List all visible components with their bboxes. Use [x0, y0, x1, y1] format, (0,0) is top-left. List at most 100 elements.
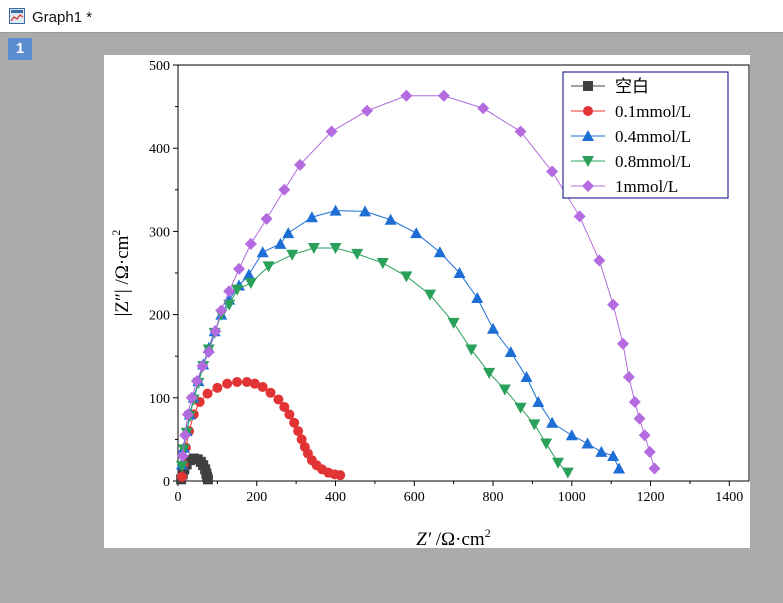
data-point	[643, 445, 656, 458]
y-tick-label: 0	[163, 475, 170, 490]
data-point	[465, 344, 478, 356]
data-point	[329, 204, 342, 216]
data-point	[581, 437, 594, 449]
data-point	[483, 367, 496, 379]
nyquist-plot: 0 200 400 600 800 1000 1200 1400 0 100 200 300 400 50…	[109, 59, 750, 550]
data-point	[265, 387, 276, 398]
window-titlebar: Graph1 *	[0, 0, 783, 33]
data-point	[616, 337, 629, 350]
x-tick-label: 1000	[558, 490, 586, 505]
y-tick-label: 500	[149, 59, 170, 74]
data-point	[477, 102, 490, 115]
data-point	[262, 261, 275, 273]
x-axis-title: Z′ /Ω·cm2	[416, 526, 490, 548]
data-point	[273, 394, 284, 405]
data-point	[546, 416, 559, 428]
series-2	[175, 204, 626, 474]
data-point	[514, 125, 527, 138]
data-point	[471, 291, 484, 303]
data-point	[520, 371, 533, 382]
data-point	[190, 375, 203, 388]
data-point	[212, 382, 223, 393]
data-point	[400, 89, 413, 102]
data-point	[593, 254, 606, 267]
x-tick-label: 1200	[637, 490, 665, 505]
data-point	[648, 462, 661, 475]
data-point	[532, 395, 545, 407]
data-point	[176, 450, 189, 463]
data-point	[325, 125, 338, 138]
data-point	[546, 165, 559, 178]
legend-swatch-marker	[583, 81, 593, 91]
x-tick-label: 800	[483, 490, 504, 505]
data-point	[335, 470, 346, 481]
data-point	[242, 268, 255, 280]
data-point	[279, 401, 290, 412]
y-tick-label: 300	[149, 225, 170, 240]
data-point	[528, 419, 541, 431]
data-point	[410, 227, 423, 239]
series-3	[175, 243, 574, 479]
data-point	[293, 426, 304, 437]
data-point	[607, 450, 620, 462]
data-point	[622, 371, 635, 383]
x-tick-label: 400	[325, 490, 346, 505]
window-title: Graph1 *	[32, 9, 93, 26]
graph-window-icon[interactable]	[9, 8, 25, 24]
data-point	[289, 417, 300, 428]
x-tick-label: 0	[175, 490, 182, 505]
legend: 空白 0.1mmol/L 0.4mmol/L 0.8mmol/L 1mmol/L	[562, 71, 729, 199]
data-point	[628, 395, 641, 408]
data-point	[181, 408, 194, 421]
data-point	[498, 384, 511, 396]
legend-swatch-marker	[582, 130, 594, 141]
data-point	[185, 391, 198, 404]
data-point	[294, 158, 307, 171]
data-point	[284, 409, 295, 420]
legend-label: 0.8mmol/L	[615, 152, 691, 171]
data-point	[278, 183, 291, 196]
data-point	[202, 346, 215, 359]
y-tick-label: 200	[149, 309, 170, 324]
data-point	[361, 104, 374, 117]
data-point	[514, 402, 527, 414]
legend-label: 0.1mmol/L	[615, 102, 691, 121]
data-point	[202, 474, 213, 485]
data-point	[329, 243, 342, 255]
data-point	[244, 277, 257, 289]
data-point	[260, 212, 273, 225]
data-point	[175, 461, 188, 473]
data-point	[215, 304, 228, 317]
data-point	[424, 289, 437, 301]
data-point	[282, 227, 295, 239]
data-point	[256, 246, 269, 258]
data-point	[274, 237, 287, 249]
x-tick-label: 200	[246, 490, 267, 505]
data-point	[613, 462, 626, 474]
data-point	[437, 89, 450, 102]
data-point	[376, 258, 389, 270]
data-point	[540, 438, 553, 450]
data-point	[196, 360, 209, 373]
data-point	[359, 205, 372, 217]
data-point	[232, 376, 243, 387]
data-point	[202, 388, 213, 399]
legend-swatch-marker	[582, 156, 594, 167]
data-point	[179, 429, 192, 442]
data-point	[487, 322, 500, 334]
legend-swatch-marker	[583, 106, 593, 116]
layer-number-badge[interactable]: 1	[8, 38, 32, 60]
data-point	[561, 467, 574, 479]
data-point	[257, 381, 268, 392]
data-point	[633, 412, 646, 425]
data-point	[223, 285, 236, 298]
data-point	[573, 210, 586, 223]
data-point	[244, 237, 257, 250]
data-point	[286, 249, 299, 261]
legend-label: 0.4mmol/L	[615, 127, 691, 146]
data-point	[453, 267, 466, 278]
data-point	[222, 378, 233, 389]
x-tick-label: 600	[404, 490, 425, 505]
y-tick-label: 100	[149, 392, 170, 407]
data-point	[249, 378, 260, 389]
